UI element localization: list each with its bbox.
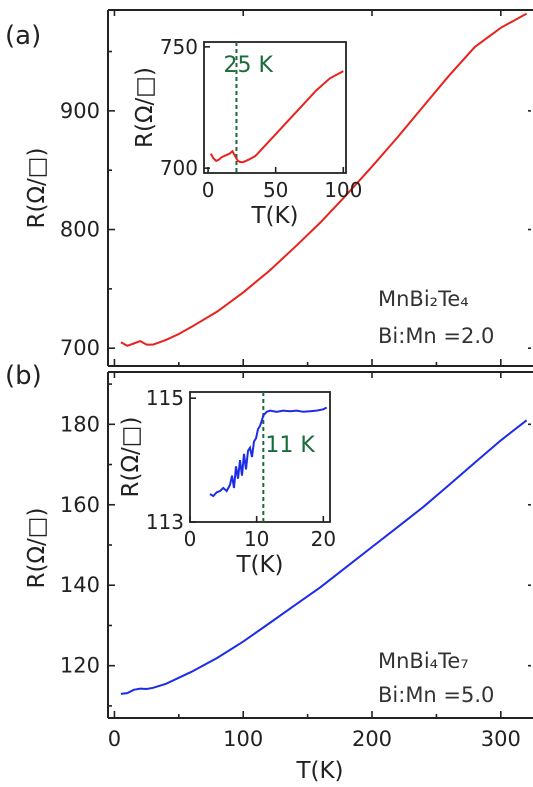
panel-label: (a) xyxy=(5,21,41,51)
inset-x-tick-label: 100 xyxy=(324,178,362,202)
material-formula: MnBi₂Te₄ xyxy=(378,287,469,311)
inset-series-line xyxy=(209,406,328,498)
y-axis-title: R(Ω/□) xyxy=(24,148,50,229)
inset: 700 750 0 50 100 T(K) R(Ω/□) 25 K xyxy=(132,35,362,229)
y-tick-label: 700 xyxy=(60,336,100,360)
inset: 113 115 0 10 20 T(K) R(Ω/□) 11 K xyxy=(118,386,336,578)
inset-y-axis-title: R(Ω/□) xyxy=(118,417,144,498)
y-axis-title: R(Ω/□) xyxy=(24,508,50,589)
inset-x-tick-label: 50 xyxy=(263,178,288,202)
material-formula: MnBi₄Te₇ xyxy=(378,649,469,673)
material-ratio: Bi:Mn =5.0 xyxy=(378,683,494,707)
y-tick-label: 140 xyxy=(60,573,100,597)
x-tick-label: 200 xyxy=(352,727,392,751)
transition-marker-label: 25 K xyxy=(223,53,273,78)
inset-y-tick-label: 700 xyxy=(160,156,198,180)
y-tick-label: 160 xyxy=(60,493,100,517)
series-line xyxy=(120,419,528,695)
inset-x-tick-label: 10 xyxy=(244,527,269,551)
y-tick-label: 180 xyxy=(60,412,100,436)
inset-y-tick-label: 113 xyxy=(146,510,184,534)
material-ratio: Bi:Mn =2.0 xyxy=(378,324,494,348)
series-line xyxy=(120,12,528,347)
inset-y-axis-title: R(Ω/□) xyxy=(132,67,158,148)
inset-x-tick-label: 0 xyxy=(202,178,215,202)
inset-x-axis-title: T(K) xyxy=(235,552,283,578)
inset-x-tick-label: 20 xyxy=(311,527,336,551)
y-tick-label: 800 xyxy=(60,218,100,242)
inset-y-tick-label: 115 xyxy=(146,386,184,410)
y-tick-label: 120 xyxy=(60,654,100,678)
transition-marker-label: 11 K xyxy=(265,433,315,458)
x-tick-label: 0 xyxy=(108,727,121,751)
inset-y-tick-label: 750 xyxy=(160,35,198,59)
x-tick-label: 300 xyxy=(481,727,521,751)
x-tick-label: 100 xyxy=(223,727,263,751)
panel-label: (b) xyxy=(5,361,42,391)
inset-frame xyxy=(189,391,331,523)
inset-series-line xyxy=(209,70,344,164)
inset-x-tick-label: 0 xyxy=(184,527,197,551)
y-tick-label: 900 xyxy=(60,99,100,123)
x-axis-title: T(K) xyxy=(295,758,343,784)
inset-x-axis-title: T(K) xyxy=(250,203,298,229)
